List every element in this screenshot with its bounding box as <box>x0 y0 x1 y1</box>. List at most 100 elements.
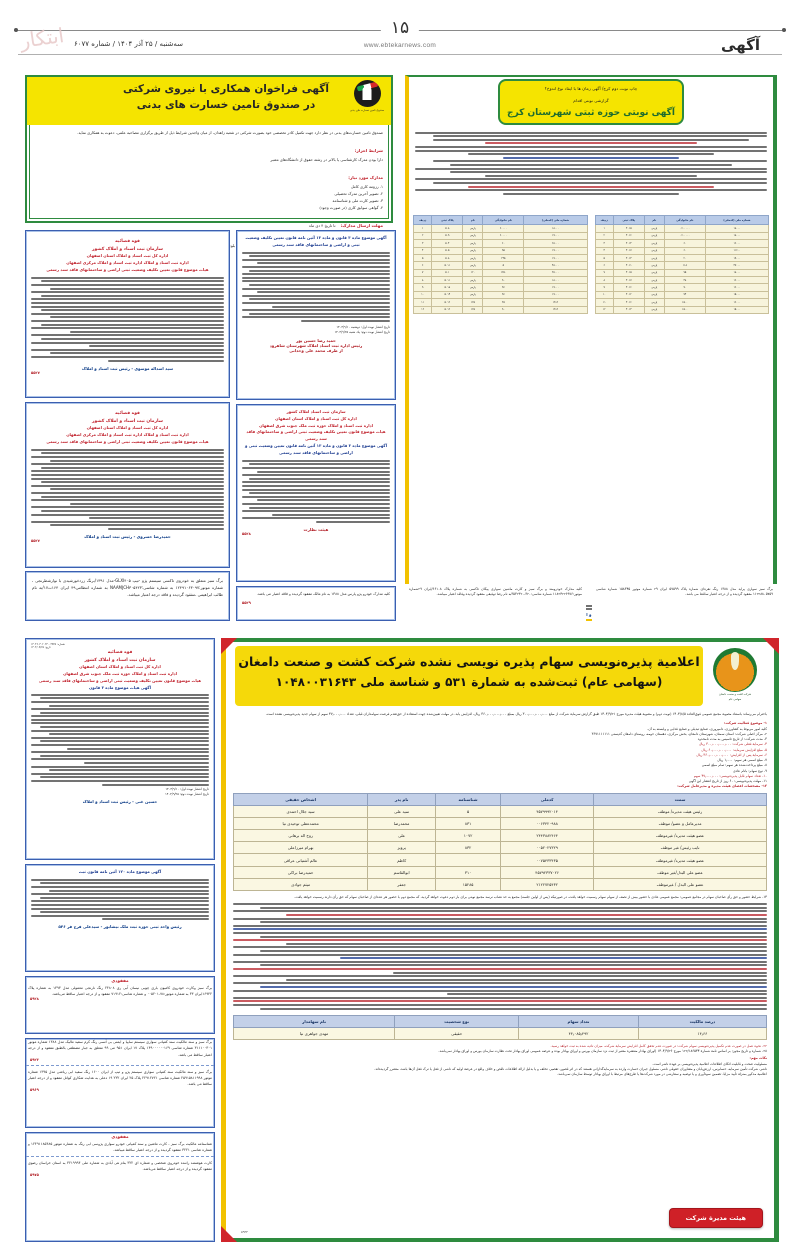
notice-a-signature: سید اسداله موسوی - رئیس ثبت اسناد و املا… <box>81 365 174 371</box>
table-cell: ۱۵۲۸۵ <box>435 877 502 892</box>
table-cell: ۱ <box>594 224 614 233</box>
table-cell: پارس <box>462 224 484 233</box>
table-cell: پارس <box>643 239 665 248</box>
table-cell: ۴۰۱۳ <box>612 305 645 314</box>
registry-notice-d: سازمان ثبت اسناد املاک کشور اداره کل ثبت… <box>236 404 396 582</box>
table-cell: ۳۱۰ <box>435 865 502 879</box>
table-cell: ۸ <box>594 275 614 285</box>
table-cell: ۵۰۱۱ <box>431 275 464 285</box>
table-header-row: شماره ملی (کدملی) نام خانوادگی نام پلاک … <box>594 214 770 226</box>
table-cell: ۱۰۷۲ <box>435 829 502 843</box>
table-cell: عضو هیئت مدیره/ غیرموظف <box>593 853 767 867</box>
table-cell: ۵۰۵ <box>431 246 464 255</box>
recruitment-ad-banner <box>27 77 391 125</box>
table-cell: ۹۹ <box>482 298 525 307</box>
table-cell: ۴۴٫۰۸۵٫۴۹۲ <box>518 1026 639 1040</box>
table-cell: ۱۹۰۰۰ <box>523 283 588 292</box>
table-cell: ۶ <box>412 261 433 270</box>
pricelist-intro-block <box>415 130 767 196</box>
notice-b-head-3: اداره ثبت اسناد و املاک اداره ثبت اسناد … <box>66 432 189 438</box>
pricelist-table-right: شماره ملی (کدملی) نام خانوادگی نام پلاک … <box>412 214 588 314</box>
table-cell: ۵ <box>412 253 433 263</box>
recruitment-intro: صندوق تامین خسارت‌های بدنی در نظر دارد ج… <box>77 130 383 135</box>
table-cell: پارس <box>462 239 484 248</box>
table-cell: مهدی جواهری نیا <box>232 1026 396 1040</box>
table-cell: ۴۰۱۵ <box>612 224 645 233</box>
classified-1-meta2: تاریخ: ۱۴۰۴/۰۹/۲۵ <box>31 646 51 649</box>
masthead-bottom-rule <box>18 54 782 55</box>
classified-1-signature: حسین غنی - رئیس ثبت اسناد و املاک <box>82 799 158 805</box>
recruitment-title-line2: در صندوق تامین خسارت های بدنی <box>136 98 316 111</box>
table-cell: ۴۰۱۷ <box>612 246 645 255</box>
board-table-header-row: سمت کدملی شناسنامه نام پدر اشخاص حقیقی <box>232 792 767 806</box>
classified-2-title: آگهی موضوع ماده ۱۲۰ آئین نامه قانون ثبت <box>78 869 162 874</box>
table-cell: ۱۱۶۰۰ <box>704 246 770 255</box>
table-cell: ۴۵۷۹۲۳۳۷۰۲۶ <box>500 865 595 879</box>
table-cell: ۰۰۶۳۴۲۰۹۸۸ <box>500 816 595 831</box>
notice-c-signature: حمید رضا حسین پور <box>296 338 336 344</box>
table-row: ۱۹۰۰۰ ۲۴۵ پارس ۵۰۸ ۵ <box>412 253 588 263</box>
issue-date-line: سه‌شنبه / ۲۵ آذر ۱۴۰۴ / شماره ۶۰۷۷ <box>74 40 183 48</box>
notice-b-subhead: هیات موضوع قانون تعیین تکلیف وضعیت ثبتی … <box>46 439 209 445</box>
pricelist-right-body: ۱۸۰۰۰ ۶۰۰۰۰ پارس ۵۰۸ ۱ ۱۹۰۰۰ ۶۰۰۰۰ پارس ۵۰۹ ۲ ۲۸۰۰… <box>412 224 588 314</box>
table-cell: ۱۹۰۰۰ <box>523 253 588 263</box>
pricelist-table-left: شماره ملی (کدملی) نام خانوادگی نام پلاک … <box>594 214 770 314</box>
table-cell: ۵۰۸ <box>431 224 464 233</box>
lost-notice-4-text: برگ سبز سواری پراید مدل ۱۳۸۸ رنگ نقره‌ای… <box>596 587 773 597</box>
site-url[interactable]: www.ebtekarnews.com <box>363 42 437 49</box>
classified-1-head-2: اداره کل ثبت اسناد و املاک استان اصفهان <box>79 664 161 670</box>
table-cell: عضو علی البدل/غیر موظف <box>593 865 767 879</box>
notice-d-title: آگهی موضوع ماده ۳ قانون و ماده ۱۳ آئین ن… <box>244 443 388 455</box>
table-cell: ۶۰۰۰۰ <box>482 224 525 233</box>
classified-4-text-1: برگ سبز و سند مالکیت سند کمپانی سواری سی… <box>28 1040 212 1057</box>
table-row: ۴۸۰۰۰ ۵ پارس ۵۰۱۱ ۶ <box>412 261 588 270</box>
notice-c-signature-2: رئیس اداره ثبت اسناد املاک شهرستان شاهرو… <box>269 343 363 349</box>
classified-5-divider <box>26 1156 214 1158</box>
th-2: نام <box>462 214 484 226</box>
notice-b-code: ۵۵۲۷ <box>31 538 40 543</box>
table-row: ۱۶۰۰۰ ۹۰ پارس ۴۰۱۶ ۹ <box>594 283 770 292</box>
pricelist-left-body: ۱۸۰۰۰ ۰۶۰۰۰۰۰ پارس ۴۰۱۵ ۱ ۱۸۰۰۰ ۰۶۰۰۰۰۰ پارس ۴۰۱… <box>594 224 770 314</box>
th-2: نام <box>643 214 665 226</box>
prospectus-title-line2: (سهامی عام) ثبت‌شده به شمارة ۵۳۱ و شناسة… <box>275 675 663 689</box>
table-row: ۱۹۰۰۰ ۹۶ پارس ۵۰۱۸ ۹ <box>412 283 588 292</box>
classified-3-text: برگ سبز وکارت خودروی کامیون باری چوبی نی… <box>28 985 212 996</box>
company-logo-icon <box>713 648 757 692</box>
table-cell: ۸ <box>412 275 433 285</box>
prospectus-note-3: اعلامیة مذکور بمنزلة تأیید مزایا، تضمین … <box>557 1072 767 1077</box>
table-cell: ۵ <box>482 261 525 270</box>
table-row: رئیس هیئت مدیره/ موظف ۴۵۷۹۹۹۲۰۱۴ ۵ سید علی س… <box>232 804 767 818</box>
table-cell: سید جلال احمدی <box>232 804 369 818</box>
th-1: نام خانوادگی <box>482 214 525 226</box>
table-cell: پارس <box>462 246 484 255</box>
table-cell: ۱۹۰۰۰ <box>523 231 588 241</box>
table-cell: کاظم <box>367 853 437 867</box>
table-cell: جعفر <box>367 877 437 892</box>
table-cell: ۱۹۱۲ <box>523 305 588 314</box>
classified-4-code-2: ۵۹۶۹ <box>30 1087 39 1092</box>
table-cell: ۸۳۱ <box>435 816 502 831</box>
table-row: ۱۸۰۰۰ ۹۰ پارس ۵۰۱۱ ۸ <box>412 275 588 285</box>
prospectus-item-12: ۱۲- مشخصات اعضای هیئت مدیره و مدیرعامل ش… <box>677 784 767 789</box>
table-cell: ۱۴٫۶۶ <box>637 1026 768 1040</box>
classified-4-code-1: ۵۹۲۳ <box>30 1057 39 1062</box>
table-cell: پارس <box>643 253 665 263</box>
board-th-nationalid: کدملی <box>500 792 595 806</box>
table-cell: پارس <box>643 246 665 255</box>
table-row: ۱۵۰۰۰ ۹۴ پارس ۴۰۱۲ ۱۰ <box>594 290 770 300</box>
table-cell: ۷۵ <box>663 268 706 278</box>
board-of-directors-button[interactable]: هیئت مدیرة شرکت <box>668 1208 763 1228</box>
section-title: آگهی <box>721 36 760 54</box>
classified-3-code: ۵۹۲۸ <box>30 997 39 1002</box>
pricelist-banner: چاپ نوبت دوم کرج/ آگهی زمان ها با ایفاد … <box>498 79 684 125</box>
table-cell: ۶۰ <box>482 239 525 248</box>
table-cell: ۹۶ <box>482 283 525 292</box>
classified-5-label: مفقودی <box>111 1134 129 1139</box>
table-cell: ۱۵۰۰۰ <box>704 305 770 314</box>
table-cell: ۱۲۵ <box>462 298 484 307</box>
notice-b-body <box>31 448 224 530</box>
fund-logo-caption: صندوق تامین خسارت های بدنی <box>349 109 385 112</box>
table-cell: ۵۰۱۴ <box>431 290 464 300</box>
table-cell: ۱۵۰۰ <box>663 298 706 307</box>
prospectus-item-3: ۳- مدت شرکت: از تاریخ تاسیس به مدت نامحد… <box>697 737 767 742</box>
